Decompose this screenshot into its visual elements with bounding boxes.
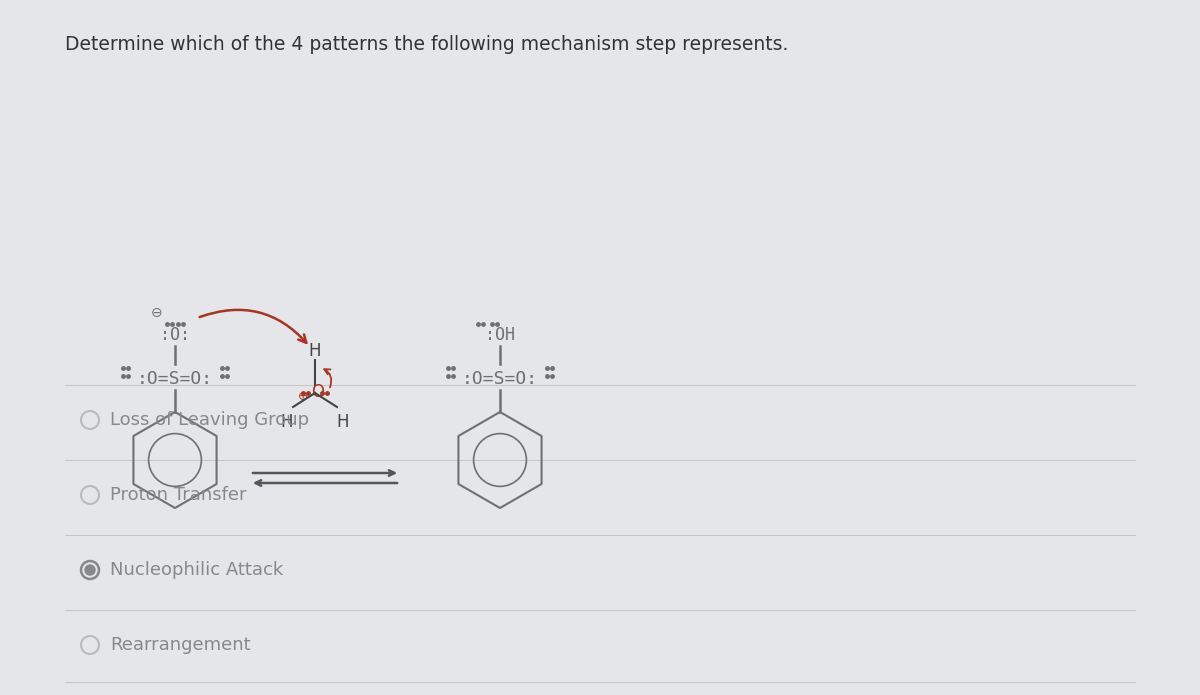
Circle shape (85, 565, 95, 575)
Text: :O:: :O: (160, 326, 190, 344)
Text: H: H (308, 342, 322, 360)
Text: Rearrangement: Rearrangement (110, 636, 251, 654)
Text: Nucleophilic Attack: Nucleophilic Attack (110, 561, 283, 579)
Text: Determine which of the 4 patterns the following mechanism step represents.: Determine which of the 4 patterns the fo… (65, 35, 788, 54)
Text: :O=S=O:: :O=S=O: (137, 370, 214, 388)
Text: :O=S=O:: :O=S=O: (462, 370, 538, 388)
Text: O: O (312, 383, 324, 401)
FancyArrowPatch shape (324, 369, 331, 387)
Text: ⊖: ⊖ (151, 306, 163, 320)
Text: Proton Transfer: Proton Transfer (110, 486, 246, 504)
FancyArrowPatch shape (199, 310, 306, 343)
Text: H: H (337, 413, 349, 431)
Text: :OH: :OH (485, 326, 515, 344)
Text: Loss of Leaving Group: Loss of Leaving Group (110, 411, 310, 429)
Text: ⊕: ⊕ (298, 390, 308, 403)
Text: H: H (281, 413, 293, 431)
